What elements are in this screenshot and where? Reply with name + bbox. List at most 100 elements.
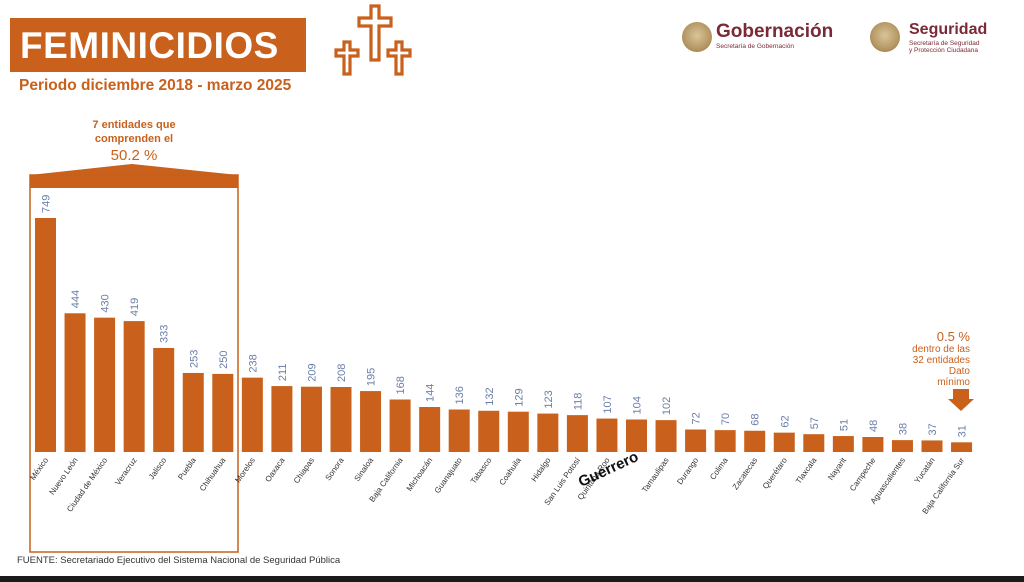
bar-value-label: 62: [779, 415, 791, 427]
category-label: Zacatecas: [731, 456, 760, 491]
page-title: FEMINICIDIOS: [20, 25, 279, 66]
bar: [94, 317, 116, 452]
bar: [212, 373, 234, 452]
category-label: Sinaloa: [353, 456, 376, 483]
bar: [862, 437, 884, 452]
bar: [271, 386, 293, 452]
crosses-icon: [334, 4, 412, 76]
category-label: Campeche: [848, 456, 878, 493]
bar: [507, 411, 529, 452]
category-label: Guerrero: [576, 448, 641, 491]
bar-value-label: 749: [41, 195, 53, 213]
seguridad-logo-subtitle-2: y Protección Ciudadana: [909, 47, 979, 54]
top-group-percent: 50.2 %: [111, 147, 158, 164]
bar-value-label: 253: [188, 350, 200, 368]
bar: [891, 440, 913, 452]
category-label: Nayarit: [826, 455, 848, 482]
category-label: Nuevo León: [48, 456, 80, 497]
bar: [35, 218, 56, 452]
category-label: Colima: [708, 456, 730, 482]
bar-value-label: 104: [632, 396, 644, 414]
category-label: Hidalgo: [530, 456, 553, 484]
bar-value-label: 70: [720, 413, 732, 425]
category-label: Jalisco: [147, 456, 169, 482]
bar: [803, 434, 825, 452]
bar: [566, 415, 588, 452]
category-label: Sonora: [323, 456, 345, 483]
bar: [64, 313, 86, 452]
bar: [182, 372, 204, 452]
bar-value-label: 107: [602, 395, 614, 413]
bar-value-label: 118: [572, 393, 584, 411]
category-label: Michoacán: [405, 456, 435, 493]
seguridad-logo-subtitle-1: Secretaría de Seguridad: [909, 40, 980, 47]
bar-value-label: 136: [454, 386, 466, 404]
top-group-banner: [30, 164, 238, 188]
bar: [478, 410, 500, 452]
bar-value-label: 208: [336, 364, 348, 382]
bar: [300, 386, 322, 452]
bar: [330, 387, 352, 452]
seguridad-logo-name: Seguridad: [909, 21, 988, 38]
bar-value-label: 333: [159, 325, 171, 343]
bar-value-label: 72: [691, 412, 703, 424]
category-label: Tlaxcala: [794, 456, 819, 486]
min-label-2: 32 entidades: [913, 355, 970, 366]
bar-value-label: 444: [70, 290, 82, 308]
bar-value-label: 68: [750, 414, 762, 426]
bar: [360, 391, 382, 452]
category-label: Chihuahua: [198, 456, 228, 493]
seguridad-seal-icon: [870, 22, 900, 52]
page-subtitle: Periodo diciembre 2018 - marzo 2025: [19, 77, 292, 94]
source-note: FUENTE: Secretariado Ejecutivo del Siste…: [17, 555, 341, 566]
category-label: Chiapas: [292, 456, 316, 485]
down-arrow-icon: [948, 389, 974, 411]
bar-value-label: 38: [897, 423, 909, 435]
gobernacion-seal-icon: [682, 22, 712, 52]
bar: [448, 409, 470, 452]
bar-value-label: 250: [218, 351, 230, 369]
min-label-1: dentro de las: [912, 344, 970, 355]
bar: [596, 418, 618, 452]
category-label: Querétaro: [761, 456, 789, 491]
category-label: Yucatán: [913, 456, 937, 485]
gobernacion-logo-subtitle: Secretaría de Gobernación: [716, 43, 795, 50]
min-label-4: mínimo: [937, 377, 970, 388]
bar: [389, 399, 411, 452]
bar: [626, 419, 647, 452]
bar-value-label: 430: [100, 294, 112, 312]
bar: [685, 429, 707, 452]
bottom-bar: [0, 576, 1024, 582]
category-label: Durango: [675, 456, 700, 487]
top-group-label-1: 7 entidades que: [92, 119, 175, 131]
category-label: Veracruz: [113, 456, 138, 487]
category-label: Morelos: [233, 456, 257, 484]
category-label: Guanajuato: [433, 456, 464, 495]
gobernacion-logo-name: Gobernación: [716, 21, 834, 42]
bar-value-label: 102: [661, 397, 673, 415]
bar-value-label: 419: [129, 298, 141, 316]
bar-value-label: 51: [838, 419, 850, 431]
min-label-3: Dato: [949, 366, 971, 377]
top-group-label-2: comprenden el: [95, 133, 173, 145]
bar: [832, 436, 854, 452]
bar: [714, 430, 736, 452]
bar-value-label: 195: [366, 368, 378, 386]
category-label: Oaxaca: [263, 456, 287, 484]
bar-value-label: 57: [809, 417, 821, 429]
category-label: Coahuila: [497, 456, 523, 487]
bar-value-label: 48: [868, 420, 880, 432]
bar-value-label: 168: [395, 376, 407, 394]
bar: [241, 377, 263, 452]
min-percent: 0.5 %: [937, 329, 971, 344]
bar-value-label: 31: [957, 425, 969, 437]
bar: [419, 407, 441, 452]
bar-value-label: 144: [425, 384, 437, 402]
bar: [655, 420, 677, 452]
bar: [921, 440, 943, 452]
bar: [123, 321, 145, 452]
category-label: Tamaulipas: [640, 456, 671, 494]
category-label: México: [28, 456, 50, 482]
bar-value-label: 211: [277, 364, 289, 382]
category-label: Puebla: [176, 456, 198, 482]
